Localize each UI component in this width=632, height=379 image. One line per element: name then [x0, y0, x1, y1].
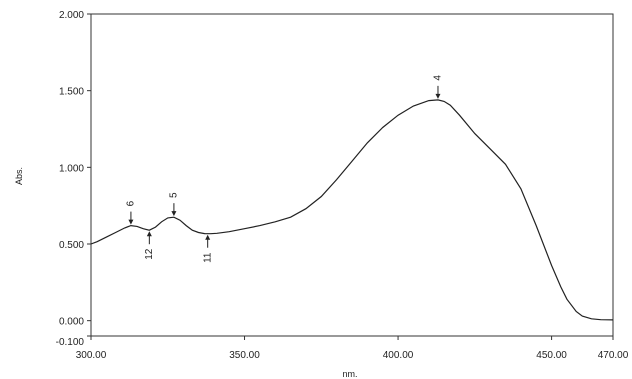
- x-tick-label: 300.00: [76, 350, 107, 361]
- valley-label: 11: [202, 252, 213, 263]
- x-tick-label: 400.00: [383, 350, 414, 361]
- x-axis-label: nm.: [342, 369, 357, 379]
- valley-arrow-head: [205, 234, 211, 240]
- y-axis-label: Abs.: [14, 167, 24, 185]
- x-tick-label: 470.00: [598, 350, 629, 361]
- y-tick-label: 2.000: [59, 10, 84, 21]
- y-tick-label: 0.000: [59, 317, 84, 328]
- valley-label: 12: [144, 248, 155, 260]
- peak-label: 5: [169, 192, 180, 198]
- peak-marker-11: 11: [202, 234, 213, 263]
- peak-marker-6: 6: [126, 200, 137, 225]
- peak-arrow-head: [435, 93, 441, 99]
- peak-label: 6: [126, 200, 137, 206]
- x-axis-ticks: 300.00 350.00 400.00 450.00 470.00: [76, 336, 629, 361]
- peak-marker-4: 4: [433, 75, 444, 99]
- y-tick-label: 1.000: [59, 163, 84, 174]
- x-tick-label: 450.00: [536, 350, 567, 361]
- x-tick-label: 350.00: [229, 350, 260, 361]
- peak-marker-12: 12: [144, 231, 155, 260]
- peak-arrow-head: [128, 219, 134, 225]
- peak-label: 4: [433, 75, 444, 81]
- y-axis-ticks: 2.000 1.500 1.000 0.500 0.000 -0.100: [56, 10, 91, 348]
- y-tick-label: 0.500: [59, 240, 84, 251]
- peak-marker-5: 5: [169, 192, 180, 217]
- spectrum-series-line: [90, 99, 614, 321]
- plot-frame: [90, 13, 614, 337]
- valley-arrow-head: [146, 231, 152, 237]
- peak-annotations: 6 5 4 12 11: [126, 75, 444, 263]
- y-tick-label: -0.100: [56, 337, 85, 348]
- y-tick-label: 1.500: [59, 87, 84, 98]
- peak-arrow-head: [171, 211, 177, 217]
